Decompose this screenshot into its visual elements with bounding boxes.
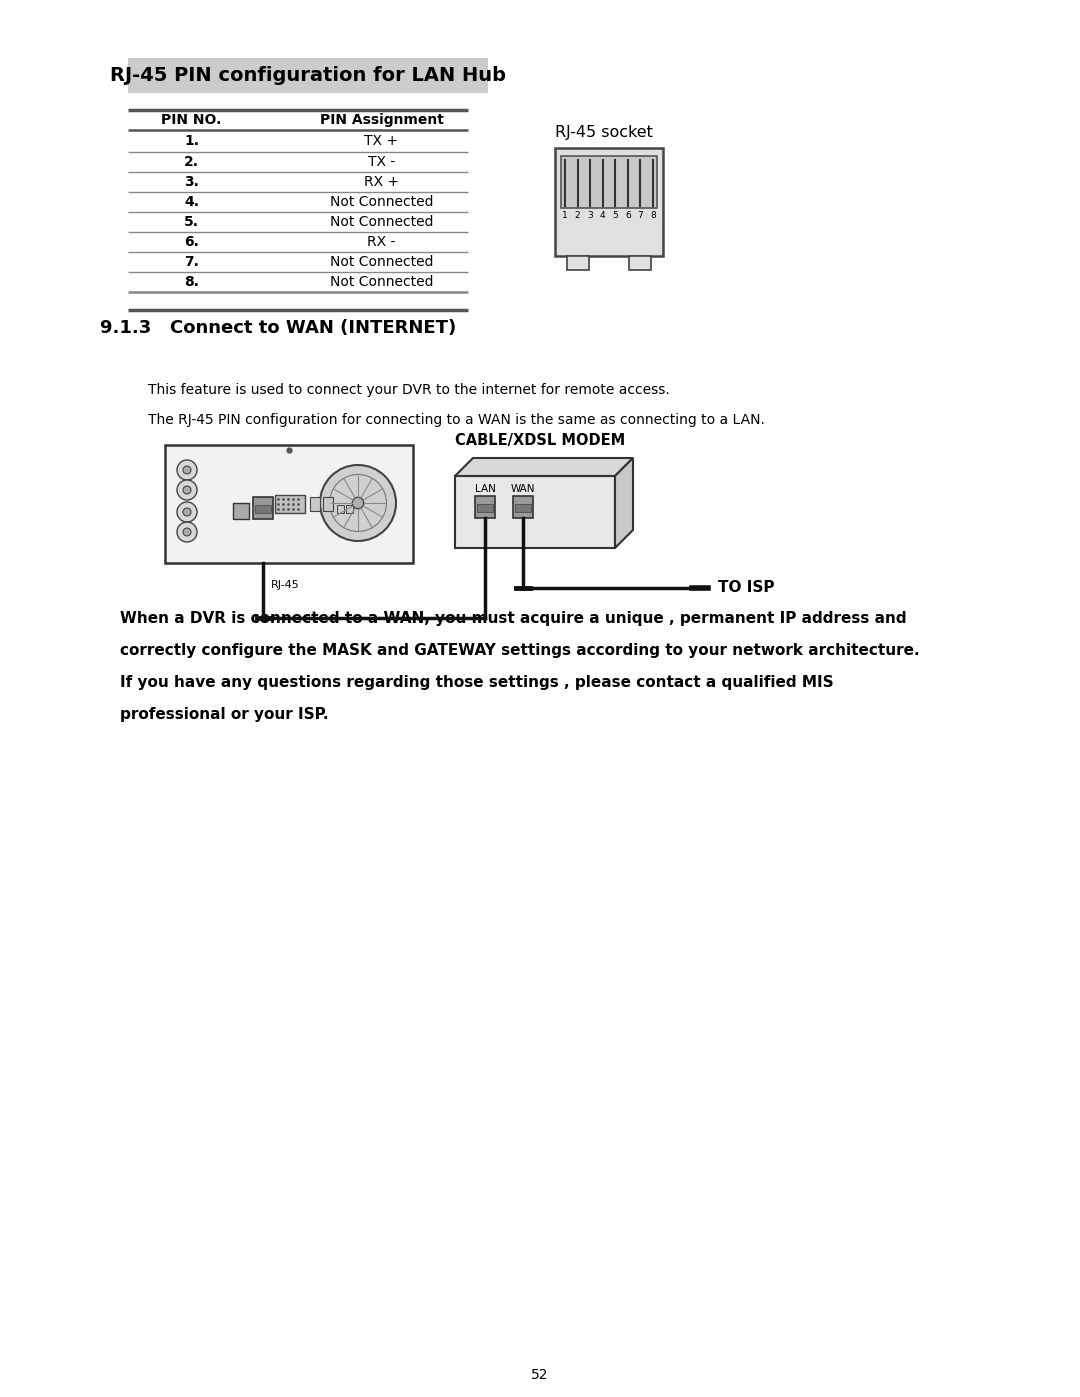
Text: 4.: 4. (184, 196, 199, 210)
Circle shape (320, 465, 396, 541)
Text: 8.: 8. (184, 275, 199, 289)
Text: WAN: WAN (511, 483, 536, 495)
Bar (165, 446, 413, 563)
Bar (323, 497, 333, 511)
Text: When a DVR is connected to a WAN, you must acquire a unique , permanent IP addre: When a DVR is connected to a WAN, you mu… (120, 610, 906, 626)
Text: 6: 6 (625, 211, 631, 221)
Text: RJ-45 PIN configuration for LAN Hub: RJ-45 PIN configuration for LAN Hub (110, 66, 507, 85)
Bar (629, 256, 651, 270)
Bar (337, 504, 345, 513)
Bar (255, 504, 271, 513)
Text: Not Connected: Not Connected (329, 215, 433, 229)
Text: 52: 52 (531, 1368, 549, 1382)
Text: 1.: 1. (184, 134, 199, 148)
Circle shape (183, 486, 191, 495)
Text: 8: 8 (650, 211, 656, 221)
Circle shape (183, 509, 191, 515)
Circle shape (183, 467, 191, 474)
Text: 1: 1 (562, 211, 568, 221)
Text: TX +: TX + (365, 134, 399, 148)
Text: 3: 3 (588, 211, 593, 221)
Polygon shape (615, 458, 633, 548)
Text: 5.: 5. (184, 215, 199, 229)
Text: LAN: LAN (474, 483, 496, 495)
Polygon shape (455, 476, 615, 548)
Text: 7: 7 (637, 211, 644, 221)
Text: PIN Assignment: PIN Assignment (320, 113, 444, 127)
Bar (275, 495, 305, 513)
Bar (515, 504, 531, 511)
Text: RX -: RX - (367, 235, 395, 249)
Bar (561, 156, 657, 208)
Bar (346, 504, 353, 513)
Text: TX -: TX - (368, 155, 395, 169)
Bar (253, 497, 273, 520)
Text: Not Connected: Not Connected (329, 275, 433, 289)
Text: 7.: 7. (184, 256, 199, 270)
Bar (567, 256, 589, 270)
Bar (475, 496, 495, 518)
Text: If you have any questions regarding those settings , please contact a qualified : If you have any questions regarding thos… (120, 675, 834, 690)
Text: RX +: RX + (364, 175, 400, 189)
Text: This feature is used to connect your DVR to the internet for remote access.: This feature is used to connect your DVR… (148, 383, 670, 397)
Text: professional or your ISP.: professional or your ISP. (120, 707, 328, 721)
Text: 5: 5 (612, 211, 618, 221)
Text: TO ISP: TO ISP (718, 581, 774, 595)
Text: Not Connected: Not Connected (329, 196, 433, 210)
Text: Not Connected: Not Connected (329, 256, 433, 270)
Text: 2.: 2. (184, 155, 199, 169)
Text: RJ-45: RJ-45 (271, 580, 300, 590)
Text: 4: 4 (599, 211, 606, 221)
Circle shape (183, 528, 191, 536)
Text: 6.: 6. (184, 235, 199, 249)
Text: PIN NO.: PIN NO. (161, 113, 221, 127)
Circle shape (352, 497, 364, 509)
Bar (555, 148, 663, 256)
Bar (477, 504, 492, 511)
Bar (233, 503, 249, 520)
Text: The RJ-45 PIN configuration for connecting to a WAN is the same as connecting to: The RJ-45 PIN configuration for connecti… (148, 414, 765, 427)
Bar (513, 496, 534, 518)
Polygon shape (455, 458, 633, 476)
Text: RJ-45 socket: RJ-45 socket (555, 126, 653, 141)
Text: correctly configure the MASK and GATEWAY settings according to your network arch: correctly configure the MASK and GATEWAY… (120, 643, 920, 658)
Circle shape (177, 502, 197, 522)
Text: 9.1.3   Connect to WAN (INTERNET): 9.1.3 Connect to WAN (INTERNET) (100, 319, 456, 337)
Bar (129, 59, 488, 94)
Text: 3.: 3. (184, 175, 199, 189)
Circle shape (177, 481, 197, 500)
Text: 2: 2 (575, 211, 580, 221)
Text: CABLE/XDSL MODEM: CABLE/XDSL MODEM (455, 433, 625, 447)
Circle shape (177, 522, 197, 542)
Bar (310, 497, 320, 511)
Circle shape (177, 460, 197, 481)
